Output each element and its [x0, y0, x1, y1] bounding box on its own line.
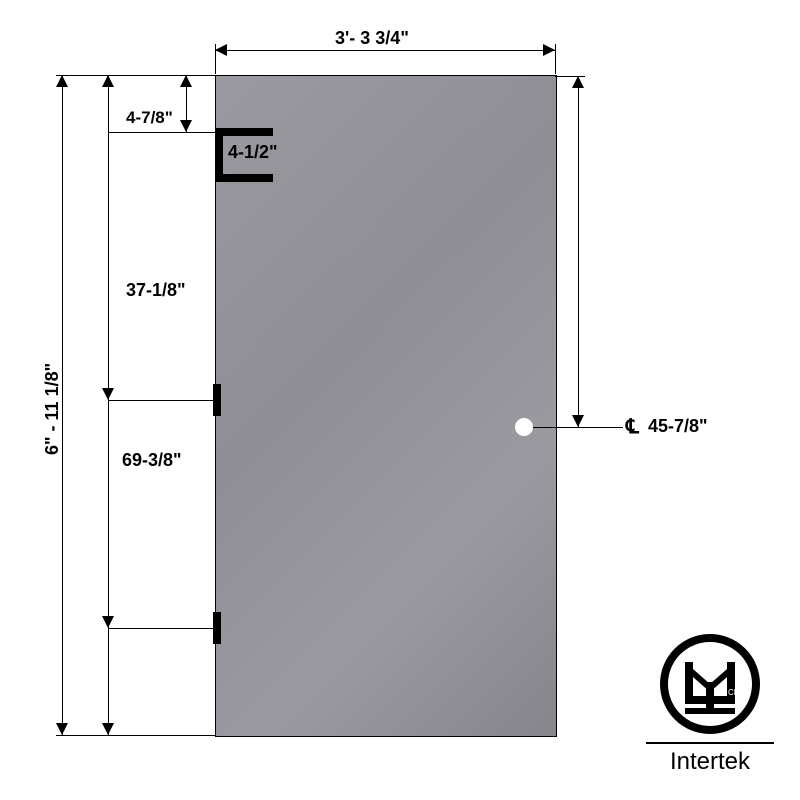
cutout-top	[215, 128, 273, 136]
dim-69-label: 69-3/8"	[122, 450, 182, 471]
dim-knob-tick-top	[555, 76, 585, 77]
brand-block: CM Intertek	[640, 632, 780, 776]
dim-knob-line	[578, 76, 579, 427]
dim-37-tick	[108, 400, 216, 401]
dim-height-outer-label: 6" - 11 1/8"	[42, 363, 63, 455]
intertek-logo-icon: CM	[655, 632, 765, 736]
brand-divider	[646, 742, 774, 744]
dim-width-label: 3'- 3 3/4"	[335, 28, 409, 49]
dim-knob-arrow-bottom	[572, 415, 584, 427]
dim-width-line	[215, 50, 555, 51]
dim-37-arrow	[102, 388, 114, 400]
dim-width-arrow-left	[215, 44, 227, 56]
dim-37-label: 37-1/8"	[126, 280, 186, 301]
dim-knob-arrow-top	[572, 76, 584, 88]
dim-height-outer-tick-top	[56, 75, 216, 76]
dim-width-tick-left	[215, 44, 216, 74]
dim-height-outer-arrow-bottom	[56, 723, 68, 735]
cutout-bottom	[215, 174, 273, 182]
brand-name: Intertek	[640, 748, 780, 776]
dim-inner-column	[108, 75, 109, 735]
dim-inner-column-arrow-bottom	[102, 723, 114, 735]
dim-478-label: 4-7/8"	[126, 108, 173, 128]
dim-knob-tick-bottom	[533, 427, 623, 428]
dim-478-arrow-bottom	[180, 120, 192, 132]
dim-height-outer-tick-bottom	[56, 735, 216, 736]
dim-height-outer-arrow-top	[56, 75, 68, 87]
dim-478-tick	[108, 132, 216, 133]
dim-478-arrow-top	[180, 75, 192, 87]
dim-width-arrow-right	[543, 44, 555, 56]
dim-69-arrow	[102, 616, 114, 628]
dim-width-tick-right	[555, 44, 556, 74]
dim-inner-column-arrow-top	[102, 75, 114, 87]
svg-text:CM: CM	[728, 688, 741, 697]
door-knob-hole	[515, 418, 533, 436]
dim-knob-label: 45-7/8"	[648, 416, 708, 437]
dim-knob-cl: ℄	[626, 414, 639, 439]
dim-69-tick	[108, 628, 216, 629]
diagram-stage: 4-1/2" 3'- 3 3/4" 6" - 11 1/8" 4-7/8" 37…	[0, 0, 800, 800]
cutout-label: 4-1/2"	[228, 142, 278, 163]
